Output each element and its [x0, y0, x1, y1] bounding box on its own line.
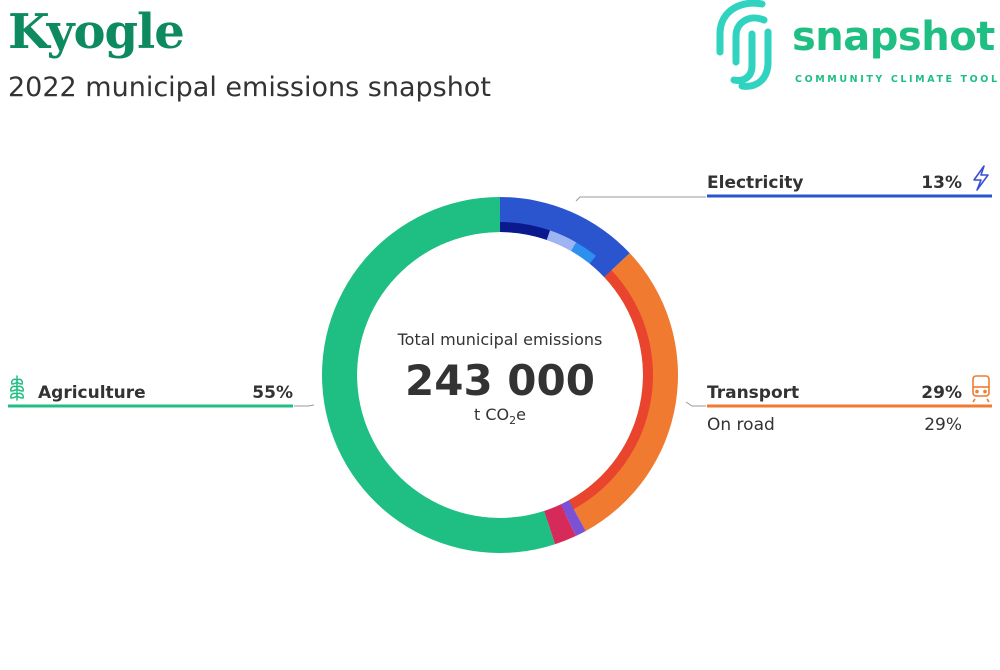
slice-transport [568, 253, 679, 531]
center-caption: Total municipal emissions [397, 330, 603, 349]
electricity-percent: 13% [921, 173, 962, 193]
lightning-icon [973, 165, 989, 191]
sub-slice-electricity-0 [500, 222, 551, 240]
logo-wordmark: snapshot [792, 14, 995, 60]
wheat-icon [10, 375, 24, 401]
electricity-leader-line [575, 196, 706, 202]
snapshot-logo: snapshot COMMUNITY CLIMATE TOOL [712, 0, 1000, 92]
on-road-label: On road [707, 415, 775, 435]
electricity-label: Electricity [707, 173, 804, 193]
transport-label-group: Transport 29% On road 29% [685, 375, 992, 435]
page-title: Kyogle [8, 4, 185, 60]
agriculture-label-group: Agriculture 55% [8, 375, 315, 408]
center-total-value: 243 000 [405, 356, 595, 405]
inner-ring [347, 222, 653, 528]
sub-slice-electricity-1 [546, 230, 577, 252]
transport-leader-line [685, 401, 706, 407]
train-icon [972, 375, 990, 403]
transport-label: Transport [707, 383, 799, 403]
fingerprint-swirl-icon [716, 0, 772, 90]
sub-slice-industrial-processes-0 [544, 504, 566, 521]
agriculture-leader-line [294, 404, 315, 407]
sub-slice-transport-on-road [568, 270, 653, 510]
logo-tagline: COMMUNITY CLIMATE TOOL [795, 74, 1000, 85]
page-subtitle: 2022 municipal emissions snapshot [8, 72, 491, 103]
transport-percent: 29% [921, 383, 962, 403]
agriculture-percent: 55% [252, 383, 293, 403]
sub-slice-electricity-3 [589, 255, 612, 278]
sub-slice-electricity-2 [571, 242, 597, 264]
on-road-percent: 29% [924, 415, 962, 435]
sub-slice-waste-0 [560, 500, 574, 514]
agriculture-label: Agriculture [38, 383, 146, 403]
electricity-label-group: Electricity 13% [575, 165, 992, 202]
center-unit: t CO2e [474, 405, 526, 427]
